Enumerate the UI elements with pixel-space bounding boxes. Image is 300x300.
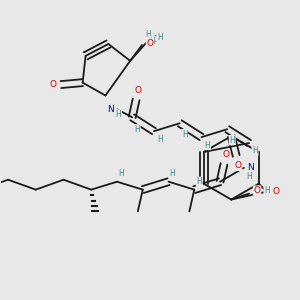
Text: O: O	[254, 186, 260, 195]
Text: N: N	[248, 163, 254, 172]
Text: O: O	[235, 161, 242, 170]
Text: H: H	[169, 169, 175, 178]
Text: O: O	[272, 187, 279, 196]
Text: H: H	[157, 135, 163, 144]
Text: N: N	[107, 105, 114, 114]
Text: H: H	[118, 169, 124, 178]
Text: O: O	[223, 151, 230, 160]
Text: H: H	[157, 33, 163, 42]
Text: H: H	[230, 136, 235, 145]
Text: H: H	[116, 110, 121, 119]
Text: H: H	[134, 125, 140, 134]
Text: H: H	[205, 140, 210, 149]
Text: H: H	[145, 30, 151, 39]
Text: O: O	[50, 80, 56, 89]
Text: H: H	[252, 146, 258, 155]
Text: H: H	[149, 37, 155, 46]
Text: H: H	[264, 186, 270, 195]
Text: H: H	[196, 177, 202, 186]
Text: H: H	[246, 172, 252, 181]
Text: O: O	[152, 34, 159, 43]
Text: H: H	[182, 130, 188, 139]
Text: O: O	[146, 38, 154, 47]
Text: O: O	[135, 86, 142, 95]
